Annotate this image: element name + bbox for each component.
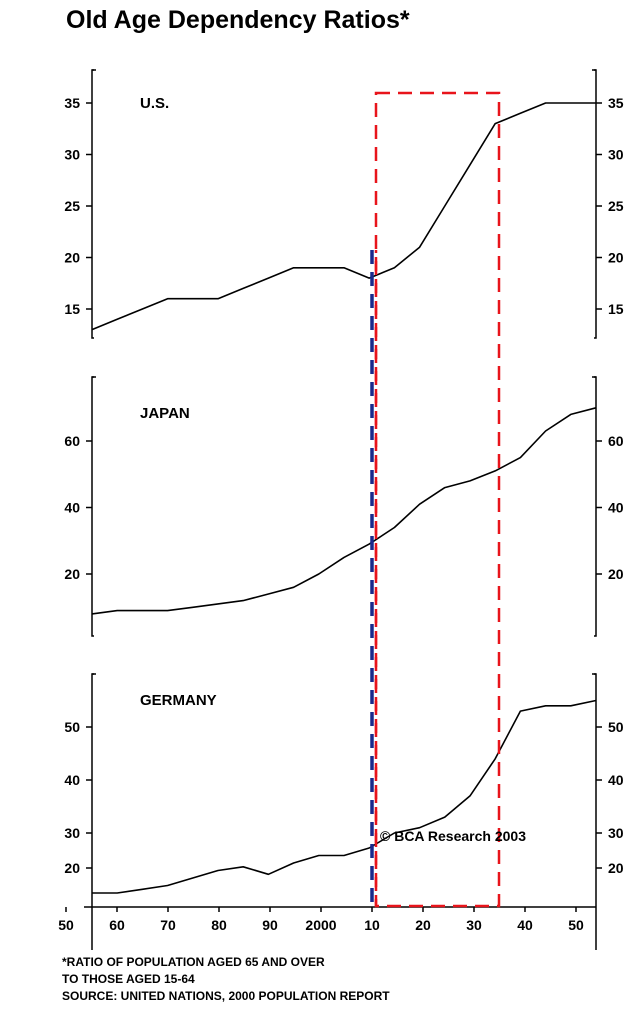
footnote: *RATIO OF POPULATION AGED 65 AND OVER TO…	[62, 954, 390, 1005]
highlight-box	[374, 91, 501, 908]
series-line	[92, 699, 597, 894]
panel-label: GERMANY	[140, 692, 217, 709]
panel-germany: GERMANY 30 30 40 40 50 50 20 20	[64, 673, 624, 950]
panel-japan: JAPAN 20 20 40 40 60 60	[64, 376, 624, 637]
chart-title: Old Age Dependency Ratios*	[66, 6, 410, 34]
x-tick-label: 90	[262, 917, 278, 933]
x-tick-label: 40	[517, 917, 533, 933]
y-tick-label-right: 35	[608, 95, 624, 111]
x-tick-label: 50	[58, 917, 74, 933]
x-tick-label: 50	[568, 917, 584, 933]
panel-label: U.S.	[140, 95, 169, 112]
y-tick-label-left: 40	[64, 772, 80, 788]
right-bracket	[594, 673, 597, 950]
footnote-line-2: TO THOSE AGED 15-64	[62, 972, 195, 986]
y-tick-label-right: 40	[608, 772, 624, 788]
y-tick-label-right: 30	[608, 147, 624, 163]
y-tick-label-left: 30	[64, 825, 80, 841]
y-tick-label-right: 50	[608, 719, 624, 735]
x-tick-label: 70	[160, 917, 176, 933]
y-tick-label-right: 15	[608, 301, 624, 317]
axis-break	[0, 848, 70, 854]
panel-label: JAPAN	[140, 405, 190, 422]
left-bracket	[91, 69, 94, 339]
y-tick-label-right: 25	[608, 198, 624, 214]
footnote-line-3: SOURCE: UNITED NATIONS, 2000 POPULATION …	[62, 989, 390, 1003]
y-tick-label-left: 15	[64, 301, 80, 317]
y-tick-label-right: 40	[608, 500, 624, 516]
y-tick-label-left: 50	[64, 719, 80, 735]
highlight-overlays	[370, 91, 501, 908]
y-tick-label-right: 30	[608, 825, 624, 841]
y-tick-label-right: 20	[608, 566, 624, 582]
panel-us: U.S. 15 15 20 20 25 25 30 30 35 35	[64, 69, 624, 339]
y-tick-label-right: 20	[608, 250, 624, 266]
right-bracket	[594, 69, 597, 339]
left-bracket	[91, 376, 94, 637]
x-axis: 50 60 70 80 90 2000 10 20 30 40 50	[58, 906, 596, 933]
y-tick-label-left: 20	[64, 250, 80, 266]
series-line	[91, 102, 596, 331]
y-tick-label-right: 20	[608, 860, 624, 876]
y-tick-label-left: 20	[64, 566, 80, 582]
dependency-ratio-chart: U.S. 15 15 20 20 25 25 30 30 35 35 JAPAN 20 20 40 40 60 6…	[0, 69, 624, 950]
chart-panels: U.S. 15 15 20 20 25 25 30 30 35 35 JAPAN 20 20 40 40 60 6…	[0, 69, 624, 950]
footnote-line-1: *RATIO OF POPULATION AGED 65 AND OVER	[62, 955, 325, 969]
left-bracket	[91, 673, 94, 950]
y-tick-label-right: 60	[608, 433, 624, 449]
y-tick-label-left: 35	[64, 95, 80, 111]
x-tick-label: 10	[364, 917, 380, 933]
y-tick-label-left: 25	[64, 198, 80, 214]
series-line	[91, 407, 597, 615]
y-tick-label-left: 20	[64, 860, 80, 876]
x-tick-label: 60	[109, 917, 125, 933]
y-tick-label-left: 30	[64, 147, 80, 163]
x-tick-label: 80	[211, 917, 227, 933]
y-tick-label-left: 60	[64, 433, 80, 449]
x-tick-label: 2000	[305, 917, 336, 933]
right-bracket	[594, 376, 597, 637]
x-tick-label: 30	[466, 917, 482, 933]
x-tick-label: 20	[415, 917, 431, 933]
y-tick-label-left: 40	[64, 500, 80, 516]
credit-label: © BCA Research 2003	[380, 828, 526, 844]
